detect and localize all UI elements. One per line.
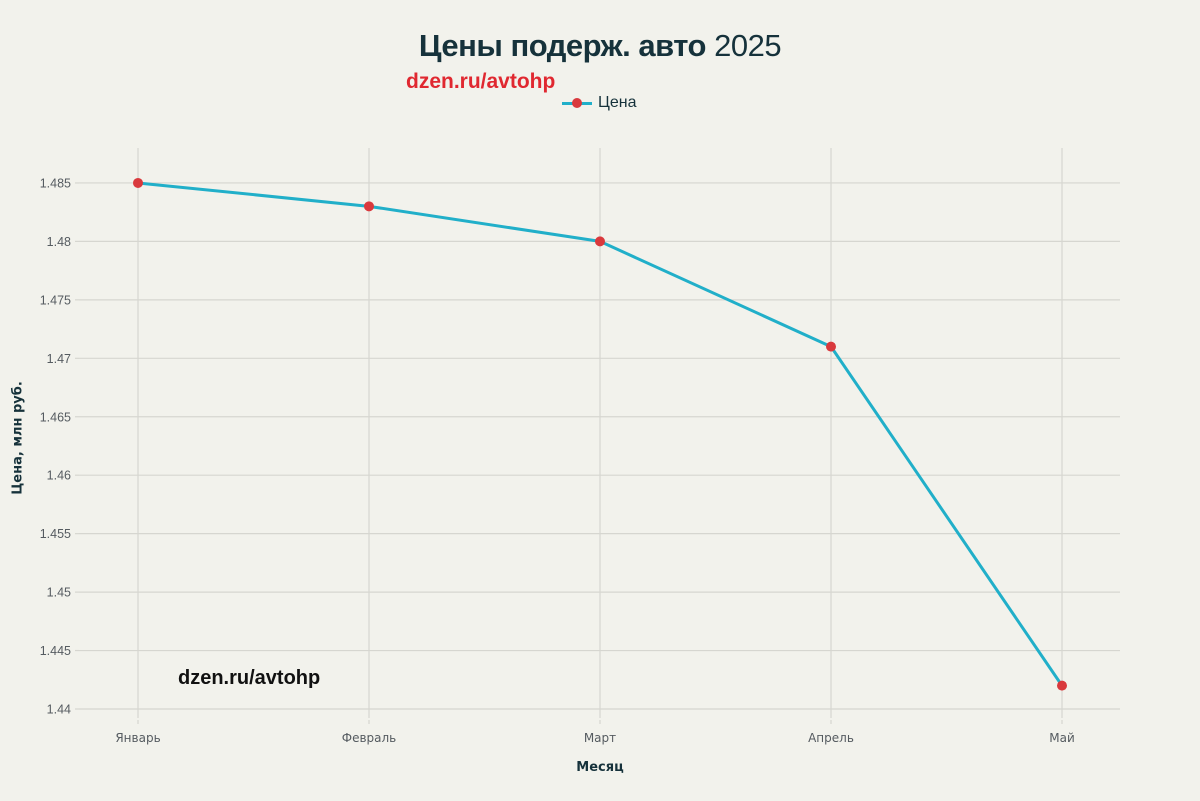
legend-line-marker-icon <box>562 96 592 110</box>
y-tick-label: 1.475 <box>40 293 71 307</box>
x-tick-label: Март <box>584 731 616 745</box>
title-main: Цены подерж. авто <box>418 28 707 63</box>
data-point-marker[interactable] <box>364 201 374 212</box>
x-tick-label: Апрель <box>808 731 854 745</box>
chart-title: Цены подерж. авто 2025 <box>0 28 1200 64</box>
data-point-marker[interactable] <box>1057 680 1067 691</box>
y-axis-label: Цена, млн руб. <box>10 381 26 495</box>
x-axis-label: Месяц <box>576 760 624 775</box>
y-tick-label: 1.445 <box>40 644 71 658</box>
y-tick-label: 1.48 <box>47 235 71 249</box>
y-tick-label: 1.455 <box>40 527 71 541</box>
y-tick-label: 1.46 <box>47 469 71 483</box>
chart-subtitle: dzen.ru/avtohp <box>406 70 556 93</box>
data-point-marker[interactable] <box>595 236 605 247</box>
x-tick-label: Январь <box>115 731 160 745</box>
y-tick-label: 1.44 <box>47 703 71 717</box>
watermark: dzen.ru/avtohp <box>178 667 321 689</box>
legend-label: Цена <box>598 94 637 111</box>
data-point-marker[interactable] <box>133 177 143 188</box>
legend[interactable]: Цена <box>562 92 636 114</box>
y-tick-label: 1.465 <box>40 410 71 424</box>
data-point-marker[interactable] <box>826 341 836 352</box>
x-tick-label: Февраль <box>342 731 397 745</box>
title-year: 2025 <box>714 28 782 63</box>
y-tick-label: 1.47 <box>47 352 71 366</box>
y-tick-label: 1.485 <box>40 176 71 190</box>
x-tick-label: Май <box>1049 731 1075 745</box>
y-tick-label: 1.45 <box>47 586 71 600</box>
